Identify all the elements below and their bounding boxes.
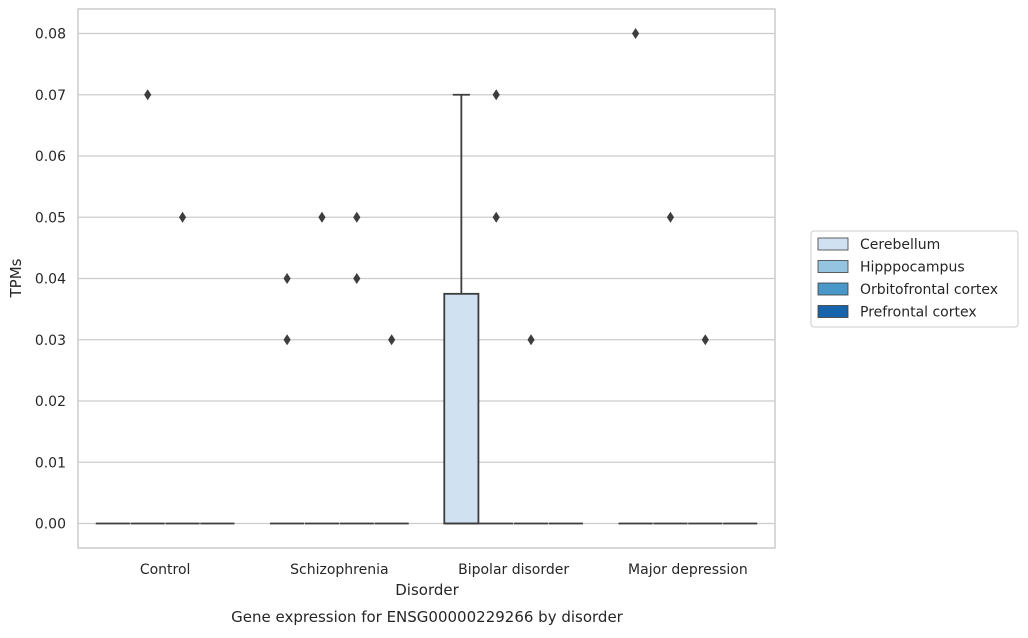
outlier-point xyxy=(492,211,500,223)
y-tick-label: 0.04 xyxy=(35,272,66,288)
y-tick-label: 0.05 xyxy=(35,210,66,226)
outlier-point xyxy=(353,211,361,223)
legend-item-hipppocampus: Hipppocampus xyxy=(817,260,965,276)
box-body xyxy=(443,292,480,525)
x-tick-label: Bipolar disorder xyxy=(458,562,569,578)
y-tick-label: 0.00 xyxy=(35,517,66,533)
y-tick-label: 0.06 xyxy=(35,149,66,165)
legend-swatch xyxy=(817,260,849,273)
outlier-point xyxy=(353,273,361,284)
x-tick-label: Schizophrenia xyxy=(290,562,388,578)
legend-label: Hipppocampus xyxy=(860,260,965,276)
outlier-point xyxy=(283,334,291,346)
legend-item-orbitofrontal-cortex: Orbitofrontal cortex xyxy=(817,282,998,298)
legend-swatch xyxy=(817,282,849,296)
outlier-point xyxy=(701,334,709,346)
outlier-point xyxy=(318,211,326,223)
y-axis-label: TPMs xyxy=(7,258,25,298)
y-tick-labels: 0.00 0.01 0.02 0.03 0.04 0.05 0.06 0.07 0.08 xyxy=(35,27,66,533)
legend: Cerebellum Hipppocampus Orbitofrontal cort… xyxy=(810,230,1019,328)
grid-layer xyxy=(78,32,775,525)
outlier-point xyxy=(527,334,535,346)
outlier-point xyxy=(492,89,500,101)
outlier-point xyxy=(666,211,675,223)
box-bipolar-disorder-cerebellum xyxy=(443,93,480,525)
legend-item-cerebellum: Cerebellum xyxy=(817,237,940,253)
y-tick-label: 0.03 xyxy=(35,333,66,349)
legend-label: Prefrontal cortex xyxy=(860,305,977,321)
legend-label: Orbitofrontal cortex xyxy=(860,282,998,298)
legend-frame xyxy=(810,230,1019,328)
legend-item-prefrontal-cortex: Prefrontal cortex xyxy=(817,305,977,321)
outlier-point xyxy=(283,273,291,284)
x-tick-labels: Control Schizophrenia Bipolar disorder Majo… xyxy=(140,562,748,578)
y-tick-label: 0.08 xyxy=(35,27,66,43)
y-tick-label: 0.07 xyxy=(35,88,66,104)
legend-swatch xyxy=(817,237,849,251)
legend-swatch xyxy=(817,305,849,318)
outlier-point xyxy=(632,28,640,39)
y-tick-label: 0.01 xyxy=(35,455,66,471)
outlier-point xyxy=(144,89,152,101)
figure-caption: Gene expression for ENSG00000229266 by d… xyxy=(231,608,624,626)
plot-frame xyxy=(77,8,776,549)
legend-label: Cerebellum xyxy=(860,237,940,253)
boxes-layer xyxy=(95,93,758,525)
x-axis-label: Disorder xyxy=(395,581,459,599)
outliers-layer xyxy=(144,28,709,346)
x-tick-label: Major depression xyxy=(628,562,748,578)
legend-items: Cerebellum Hipppocampus Orbitofrontal cort… xyxy=(817,237,998,321)
outlier-point xyxy=(178,211,187,223)
x-tick-label: Control xyxy=(140,562,191,578)
outlier-point xyxy=(388,334,396,346)
y-tick-label: 0.02 xyxy=(35,394,66,410)
